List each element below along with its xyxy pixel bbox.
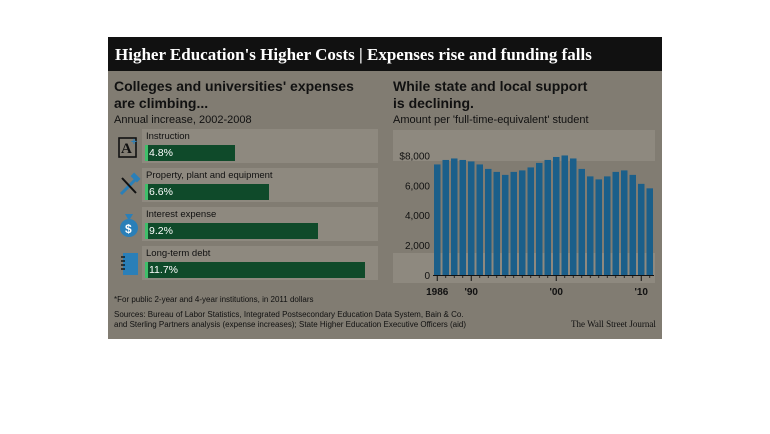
column-bar (519, 170, 526, 275)
y-tick-label: 2,000 (405, 241, 430, 252)
footnote: *For public 2-year and 4-year institutio… (114, 295, 314, 304)
bar-value-property: 6.6% (149, 186, 173, 198)
bar-label-interest: Interest expense (146, 209, 217, 220)
column-bar (502, 174, 509, 275)
bar-accent (145, 145, 148, 161)
y-tick-label: 6,000 (405, 181, 430, 192)
bar-accent (145, 223, 148, 239)
right-panel-subtitle: Amount per 'full-time-equivalent' studen… (393, 114, 589, 126)
wrench-hammer-icon (119, 172, 141, 196)
column-bar (476, 164, 483, 275)
x-tick-label: 1986 (426, 287, 449, 298)
right-panel-title-line2: is declining. (393, 95, 474, 111)
graphic-title: Higher Education's Higher Costs | Expens… (115, 45, 592, 64)
column-bar (434, 164, 441, 275)
graduation-cap-icon: A + (118, 137, 137, 158)
bar-value-interest: 9.2% (149, 225, 173, 237)
state-support-chart: $8,000 6,000 4,000 2,000 0 1986 '90 '00 '10 (393, 130, 655, 298)
bar-accent (145, 262, 148, 278)
bar-property (145, 184, 269, 200)
left-panel-title: Colleges and universities' expenses are … (114, 78, 354, 112)
column-bar (604, 176, 611, 275)
column-bar (459, 159, 466, 275)
column-bar (612, 171, 619, 275)
column-bar (578, 168, 585, 275)
bar-value-debt: 11.7% (149, 264, 178, 276)
sources-line1: Sources: Bureau of Labor Statistics, Int… (114, 310, 464, 319)
header-bar: Higher Education's Higher Costs | Expens… (108, 37, 662, 71)
publisher-credit: The Wall Street Journal (571, 319, 656, 329)
bar-label-debt: Long-term debt (146, 248, 211, 259)
y-tick-label: 4,000 (405, 211, 430, 222)
x-tick-label: '00 (549, 287, 563, 298)
infographic-panel: Higher Education's Higher Costs | Expens… (108, 37, 662, 339)
x-tick-label: '10 (634, 287, 648, 298)
column-bar (570, 158, 577, 275)
money-bag-icon: $ (120, 214, 138, 237)
notebook-icon (121, 253, 138, 275)
bar-interest (145, 223, 318, 239)
bar-accent (145, 184, 148, 200)
left-panel-subtitle: Annual increase, 2002-2008 (114, 114, 252, 126)
sources-line2: and Sterling Partners analysis (expense … (114, 320, 467, 329)
column-bar (595, 179, 602, 275)
column-bar (468, 161, 475, 275)
column-bar (638, 183, 645, 275)
column-bar (536, 162, 543, 275)
svg-text:A: A (121, 141, 132, 157)
column-bar (527, 167, 534, 275)
column-bar (544, 159, 551, 275)
bar-label-instruction: Instruction (146, 131, 190, 142)
left-panel-title-line1: Colleges and universities' expenses (114, 78, 354, 94)
x-tick-label: '90 (464, 287, 478, 298)
bar-value-instruction: 4.8% (149, 147, 173, 159)
column-bar (442, 159, 449, 275)
column-bar (561, 155, 568, 275)
svg-text:+: + (131, 137, 137, 148)
right-panel-title-line1: While state and local support (393, 78, 588, 94)
column-bar (553, 156, 560, 275)
column-bar (451, 158, 458, 275)
svg-text:$: $ (125, 222, 132, 236)
column-bar (493, 171, 500, 275)
column-bar (510, 171, 517, 275)
column-bar (646, 188, 653, 275)
column-bar (621, 170, 628, 275)
right-panel-title: While state and local support is declini… (393, 78, 587, 112)
y-tick-label: 0 (424, 271, 430, 282)
left-panel-title-line2: are climbing... (114, 95, 209, 111)
column-bar (485, 168, 492, 275)
bar-label-property: Property, plant and equipment (146, 170, 273, 181)
y-tick-label: $8,000 (399, 151, 430, 162)
plot-band (393, 130, 655, 161)
bar-instruction (145, 145, 235, 161)
bar-debt (145, 262, 365, 278)
column-bar (629, 174, 636, 275)
column-bar (587, 176, 594, 275)
